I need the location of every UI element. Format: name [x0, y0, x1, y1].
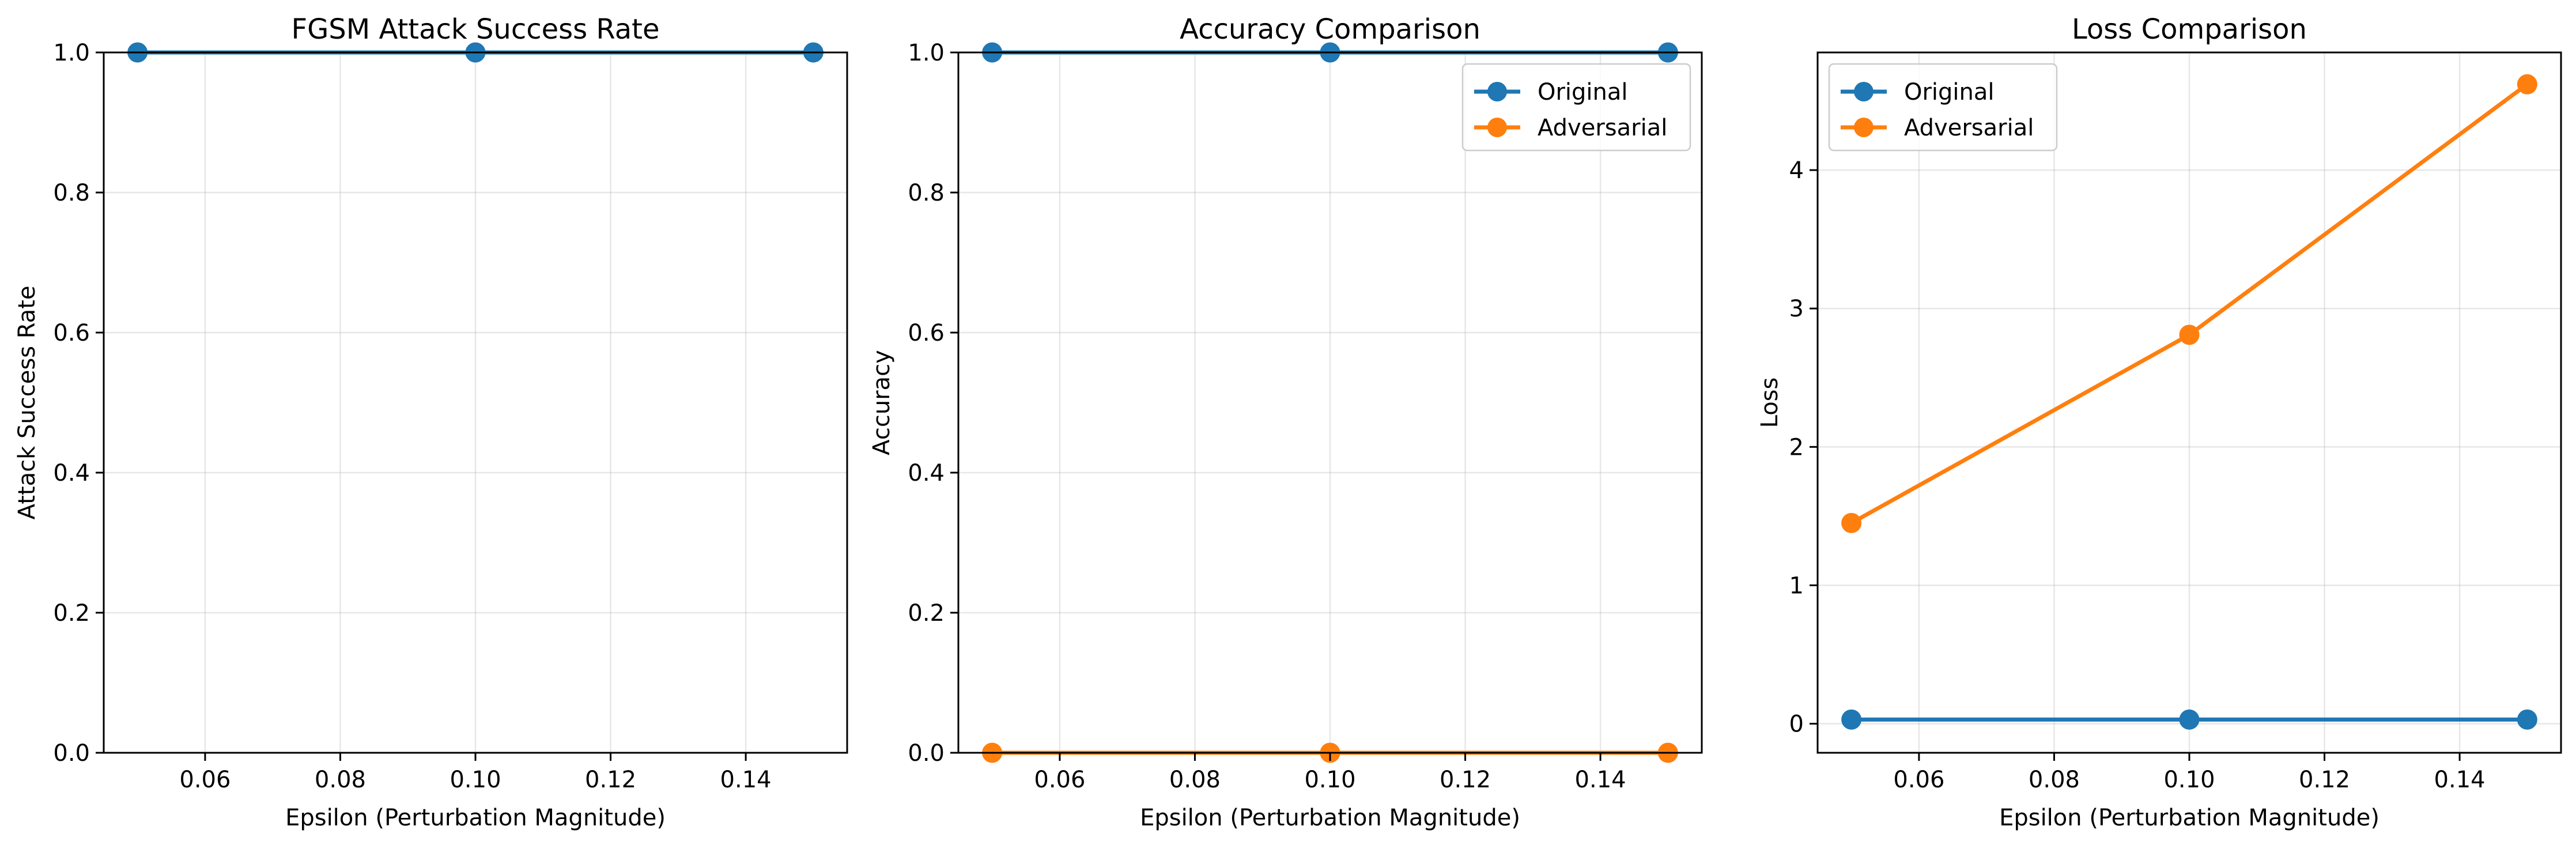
chart-2: 0.06 0.08 0.10 0.12 0.14 0.0 0.2 0.4 0.6 0.8 1.0 Ac…	[868, 13, 1703, 831]
x-tick-label: 0.12	[585, 767, 636, 793]
legend-label-original: Original	[1538, 79, 1628, 105]
y-tick-label: 0.2	[908, 600, 945, 627]
y-tick-label: 0.6	[53, 320, 90, 346]
y-tick-label: 3	[1789, 296, 1804, 322]
legend: Original Adversarial	[1828, 63, 2058, 152]
x-tick-label: 0.10	[450, 767, 501, 793]
y-tick-label: 0.2	[53, 600, 90, 627]
legend-marker-original	[1487, 82, 1507, 101]
x-tick-label: 0.06	[179, 767, 231, 793]
grid	[1818, 52, 2561, 753]
data-point-original	[1841, 709, 1862, 730]
plot-area	[1841, 74, 2537, 730]
data-point-adversarial	[2517, 74, 2537, 95]
x-axis-label: Epsilon (Perturbation Magnitude)	[285, 805, 666, 831]
y-tick-label: 0.0	[908, 740, 945, 767]
chart-title: FGSM Attack Success Rate	[292, 13, 660, 46]
x-tick-label: 0.10	[1304, 767, 1355, 793]
x-axis-label: Epsilon (Perturbation Magnitude)	[1999, 805, 2379, 831]
y-tick-label: 0.4	[908, 460, 945, 486]
data-point-adversarial	[1841, 512, 1862, 533]
x-tick-label: 0.12	[2299, 767, 2350, 793]
legend-marker-original	[1854, 82, 1874, 101]
y-tick-label: 0.8	[53, 180, 90, 206]
y-tick-label: 0.6	[908, 320, 945, 346]
x-tick-label: 0.06	[1034, 767, 1085, 793]
legend-marker-adversarial	[1854, 118, 1874, 137]
legend-label-adversarial: Adversarial	[1538, 115, 1667, 141]
y-axis-label: Accuracy	[868, 350, 895, 455]
chart-title: Loss Comparison	[2072, 13, 2307, 46]
chart-title: Accuracy Comparison	[1180, 13, 1480, 46]
y-axis-label: Loss	[1757, 378, 1783, 428]
x-tick-label: 0.14	[2434, 767, 2486, 793]
x-tick-label: 0.06	[1893, 767, 1944, 793]
legend-label-adversarial: Adversarial	[1904, 115, 2034, 141]
y-tick-label: 2	[1789, 434, 1804, 461]
chart-1: 0.06 0.08 0.10 0.12 0.14 0.0 0.2 0.4 0.6 0.8 1.0 FG…	[14, 13, 848, 831]
x-tick-label: 0.08	[315, 767, 366, 793]
data-point-adversarial	[2179, 325, 2200, 345]
x-tick-label: 0.08	[2029, 767, 2080, 793]
y-tick-label: 0.4	[53, 460, 90, 486]
x-axis-label: Epsilon (Perturbation Magnitude)	[1140, 805, 1520, 831]
y-tick-label: 1.0	[53, 40, 90, 66]
x-tick-label: 0.14	[1575, 767, 1626, 793]
y-tick-label: 1	[1789, 572, 1804, 599]
y-axis-label: Attack Success Rate	[14, 286, 40, 520]
y-tick-label: 4	[1789, 157, 1804, 184]
y-tick-label: 1.0	[908, 40, 945, 66]
y-tick-label: 0	[1789, 711, 1804, 738]
chart-3: 0.06 0.08 0.10 0.12 0.14 0 1 2 3 4 Loss Comparison…	[1757, 13, 2562, 831]
legend-label-original: Original	[1904, 79, 1995, 105]
legend: Original Adversarial	[1461, 63, 1691, 152]
data-point-original	[2517, 709, 2537, 730]
x-tick-label: 0.10	[2163, 767, 2215, 793]
y-tick-label: 0.8	[908, 180, 945, 206]
x-tick-label: 0.08	[1169, 767, 1221, 793]
data-point-original	[2179, 709, 2200, 730]
x-tick-label: 0.12	[1440, 767, 1491, 793]
x-tick-label: 0.14	[720, 767, 772, 793]
y-tick-label: 0.0	[53, 740, 90, 767]
legend-marker-adversarial	[1487, 118, 1507, 137]
